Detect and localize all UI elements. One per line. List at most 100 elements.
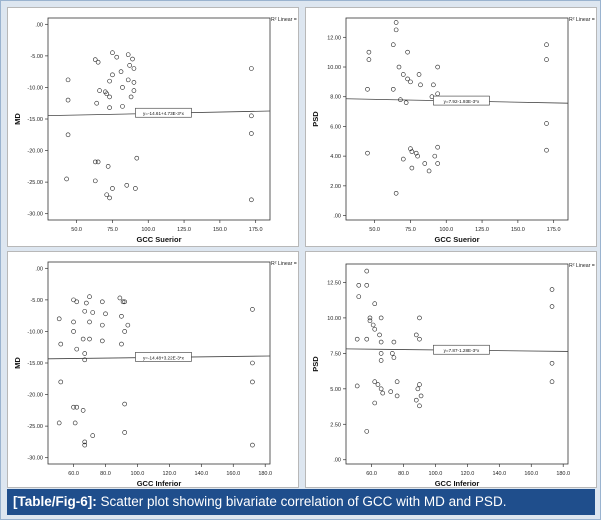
data-point — [549, 287, 555, 292]
y-tick-label: .00 — [333, 458, 341, 464]
data-point — [367, 315, 373, 321]
y-tick-label: .00 — [35, 266, 43, 272]
data-point — [354, 336, 360, 342]
r2-linear-label: R² Linear = 1.779E-4 — [271, 261, 298, 267]
scatter-plot-md-superior: .00 -5.00 -10.00 -15.00 -20.00 -25.00 -30.00 50… — [13, 17, 298, 244]
data-point — [95, 59, 101, 65]
data-point — [435, 161, 440, 166]
data-point — [82, 439, 88, 445]
data-point — [435, 144, 440, 150]
data-point — [131, 80, 137, 85]
data-point — [130, 56, 135, 62]
data-point — [103, 311, 108, 317]
x-axis-title: GCC Suerior — [434, 235, 479, 244]
y-tick-label: 4.00 — [330, 154, 341, 160]
data-point — [92, 57, 98, 62]
data-point — [82, 442, 88, 448]
data-point — [372, 301, 378, 307]
data-point — [107, 94, 112, 100]
data-point — [250, 307, 255, 312]
data-point — [97, 88, 102, 93]
data-point — [122, 401, 127, 407]
data-point — [408, 79, 413, 85]
data-point — [104, 91, 110, 97]
plot-area — [47, 17, 271, 221]
r2-linear-label: R² Linear = 4.661E-4 — [569, 17, 596, 23]
data-point — [65, 77, 71, 83]
data-point — [125, 52, 131, 57]
plot-area — [345, 17, 569, 221]
data-point — [435, 91, 440, 97]
data-point — [375, 382, 381, 387]
data-point — [72, 420, 78, 426]
x-tick-label: 175.0 — [547, 227, 561, 233]
x-tick-label: 60.0 — [68, 471, 79, 477]
data-point — [426, 168, 432, 174]
x-tick-label: 160.0 — [524, 471, 538, 477]
y-tick-label: -5.00 — [30, 54, 43, 60]
data-point — [117, 295, 123, 301]
x-tick-label: 50.0 — [71, 227, 82, 233]
data-point — [396, 64, 402, 70]
data-point — [120, 85, 125, 90]
data-point — [408, 146, 413, 152]
data-point — [64, 176, 69, 182]
scatter-panel-md-superior: .00 -5.00 -10.00 -15.00 -20.00 -25.00 -30.00 50… — [7, 7, 299, 247]
equation-label: y=7.92-1.93E-3*x — [444, 99, 480, 104]
data-point — [413, 150, 419, 156]
data-point — [415, 386, 421, 392]
data-point — [100, 299, 105, 305]
data-point — [365, 150, 370, 156]
data-point — [122, 329, 127, 334]
data-point — [400, 156, 406, 162]
equation-box — [135, 352, 192, 362]
data-point — [378, 339, 384, 345]
x-tick-label: 100.0 — [131, 471, 145, 477]
y-tick-label: -5.00 — [30, 298, 43, 304]
data-point — [364, 268, 370, 274]
data-point — [390, 86, 396, 92]
data-point — [405, 49, 410, 55]
y-tick-label: -15.00 — [27, 117, 43, 123]
x-tick-label: 125.0 — [475, 227, 489, 233]
r2-linear-label: R² Linear = 2.200E-4 — [569, 263, 596, 269]
y-axis-title: MD — [13, 357, 22, 369]
data-point — [378, 351, 384, 356]
y-tick-label: -25.00 — [27, 424, 43, 430]
x-tick-label: 80.0 — [100, 471, 111, 477]
data-point — [110, 186, 115, 191]
data-point — [65, 132, 71, 138]
data-point — [82, 351, 88, 356]
data-point — [390, 351, 395, 356]
data-point — [110, 50, 115, 56]
data-point — [131, 66, 137, 71]
data-point — [549, 379, 555, 385]
data-point — [131, 88, 137, 93]
data-point — [413, 332, 419, 338]
x-axis-title: GCC Suerior — [136, 235, 181, 244]
y-tick-label: -30.00 — [27, 456, 43, 462]
equation-label: y=-14.48+3.22E-3*x — [143, 355, 185, 360]
data-point — [65, 97, 71, 103]
data-point — [87, 336, 92, 342]
data-point — [544, 121, 549, 126]
y-tick-label: -15.00 — [27, 361, 43, 367]
data-point — [92, 159, 98, 165]
data-point — [422, 161, 428, 166]
x-axis-title: GCC Inferior — [137, 479, 182, 487]
data-point — [122, 299, 127, 305]
y-tick-label: 8.00 — [330, 95, 341, 101]
x-tick-label: 50.0 — [369, 227, 380, 233]
data-point — [119, 313, 124, 319]
equation-label: y=-14.61+4.73E-3*x — [143, 111, 185, 116]
data-point — [100, 322, 105, 328]
caption-text: Scatter plot showing bivariate correlati… — [100, 494, 507, 509]
data-point — [107, 78, 112, 84]
data-point — [544, 42, 549, 48]
data-point — [56, 316, 62, 322]
data-point — [249, 131, 254, 136]
data-point — [398, 97, 403, 102]
data-point — [356, 282, 362, 288]
data-point — [118, 69, 124, 74]
